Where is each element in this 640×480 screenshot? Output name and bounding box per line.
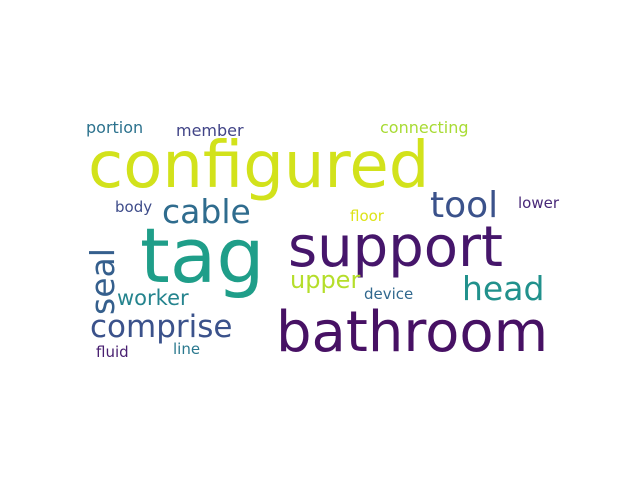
- word-portion: portion: [86, 120, 143, 136]
- word-head: head: [462, 272, 544, 305]
- word-bathroom: bathroom: [276, 305, 548, 361]
- word-seal: seal: [86, 248, 119, 315]
- word-comprise: comprise: [90, 312, 232, 343]
- word-device: device: [364, 287, 413, 302]
- word-fluid: fluid: [96, 345, 129, 360]
- word-lower: lower: [518, 196, 559, 211]
- word-connecting: connecting: [380, 120, 469, 136]
- word-cable: cable: [162, 195, 251, 228]
- word-configured: configured: [88, 134, 429, 198]
- word-floor: floor: [350, 209, 384, 224]
- word-body: body: [115, 200, 152, 215]
- word-member: member: [176, 123, 244, 139]
- word-tool: tool: [430, 188, 498, 224]
- word-upper: upper: [290, 268, 360, 292]
- word-worker: worker: [117, 288, 189, 309]
- word-line: line: [173, 342, 200, 357]
